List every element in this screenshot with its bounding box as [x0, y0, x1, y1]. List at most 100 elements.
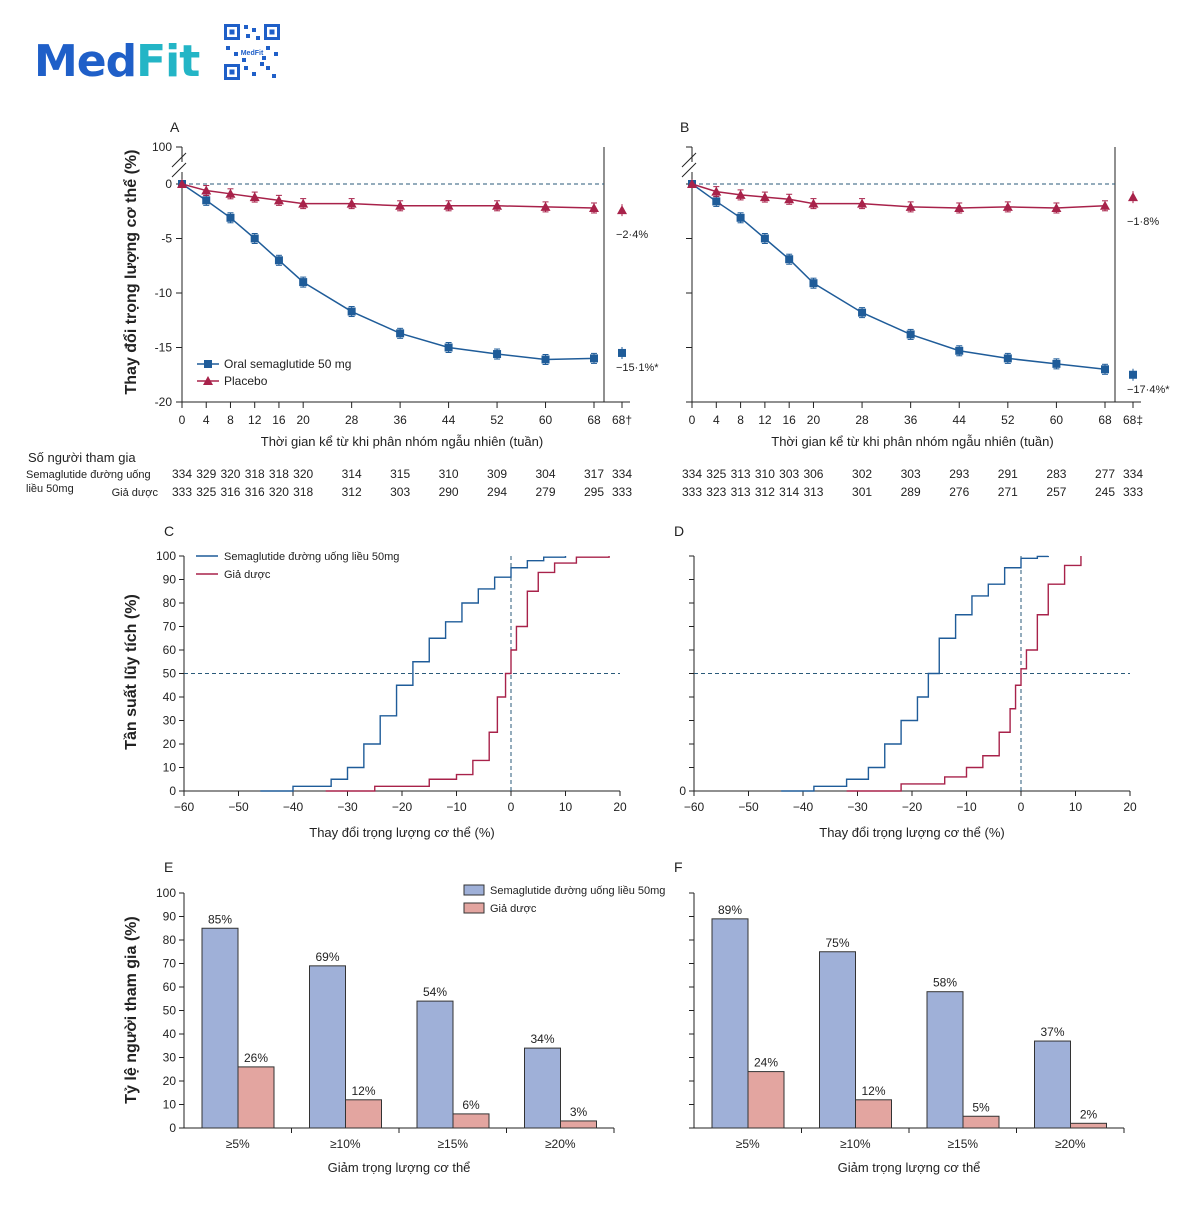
data-point-triangle	[201, 185, 212, 195]
x-axis-title: Thời gian kể từ khi phân nhóm ngẫu nhiên…	[261, 434, 543, 449]
bar-value-label: 69%	[315, 950, 339, 964]
participant-count: 309	[487, 467, 507, 481]
y-tick-label: 90	[163, 573, 177, 587]
data-point-square	[1003, 354, 1012, 363]
logo-part-fit: Fit	[136, 36, 200, 87]
participant-count: 318	[293, 485, 313, 499]
participant-count: 257	[1046, 485, 1066, 499]
data-point-triangle	[735, 189, 746, 199]
data-point-square	[955, 346, 964, 355]
bar	[855, 1099, 892, 1129]
bar-value-label: 34%	[530, 1032, 554, 1046]
x-tick-label: −20	[902, 800, 923, 814]
x-tick-label: −60	[684, 800, 705, 814]
legend-label: Giả dược	[490, 903, 537, 915]
participant-count: 333	[172, 485, 192, 499]
bar-value-label: 89%	[718, 903, 742, 917]
participant-count: 310	[755, 467, 775, 481]
axis-break-mark	[681, 152, 697, 168]
data-point-triangle	[711, 186, 722, 196]
panel-label: D	[674, 523, 684, 539]
participant-count: 301	[852, 485, 872, 499]
panel-a: A 100 0 -5 -10 -15 -20 0 4 8 12 16 20 28 36 44 52 60 68 68†…	[152, 119, 659, 499]
x-tick-label: 0	[508, 800, 515, 814]
cumulative-curve	[781, 555, 1049, 792]
cumulative-curve	[325, 556, 610, 792]
qr-label: MedFit	[241, 50, 264, 57]
participant-count: 312	[342, 485, 362, 499]
y-tick-label: 60	[163, 643, 177, 657]
participant-count: 334	[612, 467, 632, 481]
y-tick-label: 10	[163, 761, 177, 775]
panel-d: D 0 −60 −50 −40 −30 −20 −10 0 10 20 Thay đổi trọng …	[674, 523, 1137, 840]
data-point-triangle	[1051, 202, 1062, 212]
participant-count: 329	[196, 467, 216, 481]
data-point-square	[396, 329, 405, 338]
y-tick-label: 80	[163, 933, 177, 947]
y-tick-label: -10	[155, 286, 173, 300]
bar	[711, 918, 749, 1129]
x-tick-label: 16	[782, 413, 796, 427]
axis-break-mark	[681, 162, 697, 178]
participant-count: 283	[1046, 467, 1066, 481]
data-point-triangle	[905, 201, 916, 211]
participant-count: 303	[779, 467, 799, 481]
data-point-triangle	[808, 198, 819, 208]
data-point-triangle	[589, 202, 599, 212]
legend-label: Giả dược	[224, 569, 271, 581]
x-tick-label: ≥20%	[545, 1137, 576, 1151]
x-axis-title: Thay đổi trọng lượng cơ thể (%)	[819, 825, 1004, 840]
participant-count: 302	[852, 467, 872, 481]
x-tick-label: 12	[758, 413, 772, 427]
participant-count: 318	[245, 467, 265, 481]
panel-label: A	[170, 119, 180, 135]
participant-count: 323	[706, 485, 726, 499]
cumulative-curve	[260, 556, 567, 792]
y-tick-label: 80	[163, 596, 177, 610]
legend-swatch	[463, 884, 485, 896]
x-tick-label: 20	[807, 413, 821, 427]
logo-wordmark: MedFit	[34, 36, 200, 87]
x-axis-title: Thay đổi trọng lượng cơ thể (%)	[309, 825, 494, 840]
participant-count: 271	[998, 485, 1018, 499]
participant-count: 313	[803, 485, 823, 499]
legend-label: Semaglutide đường uống liều 50mg	[224, 551, 399, 563]
x-tick-label: 68†	[612, 413, 632, 427]
y-axis-title: Thay đổi trọng lượng cơ thể (%)	[122, 150, 140, 395]
participant-count: 277	[1095, 467, 1115, 481]
x-tick-label: 10	[559, 800, 573, 814]
series-line	[691, 183, 1106, 209]
data-point-triangle	[759, 192, 770, 202]
y-axis-title: Tần suất lũy tích (%)	[123, 594, 140, 750]
y-tick-label: 0	[169, 784, 176, 798]
data-point-square	[858, 308, 867, 317]
participant-count: 279	[536, 485, 556, 499]
x-tick-label: −40	[793, 800, 814, 814]
participant-count: 333	[1123, 485, 1143, 499]
x-tick-label: ≥5%	[736, 1137, 760, 1151]
bar	[819, 951, 856, 1129]
data-point-triangle	[540, 201, 551, 211]
x-tick-label: 60	[539, 413, 553, 427]
participant-count: 314	[779, 485, 799, 499]
bar	[747, 1071, 785, 1129]
x-tick-label: −10	[956, 800, 977, 814]
x-tick-label: ≥5%	[226, 1137, 250, 1151]
x-tick-label: −30	[847, 800, 868, 814]
participant-count: 320	[293, 467, 313, 481]
series-line	[181, 183, 595, 361]
participant-count: 313	[731, 485, 751, 499]
data-point-square	[444, 343, 453, 352]
x-tick-label: 20	[613, 800, 627, 814]
data-point-square	[250, 234, 259, 243]
participant-count: 310	[439, 467, 459, 481]
panel-b: B 0 4 8 12 16 20 28 36 44 52 60 68 68‡ Thời gian kể từ…	[680, 119, 1170, 499]
data-point-triangle	[395, 200, 406, 210]
data-point-square	[590, 354, 598, 363]
y-tick-label: 100	[152, 140, 172, 154]
x-tick-label: 16	[272, 413, 286, 427]
bar	[416, 1000, 454, 1129]
data-point-triangle	[346, 198, 357, 208]
participant-count: 293	[949, 467, 969, 481]
data-point-square	[712, 197, 721, 206]
